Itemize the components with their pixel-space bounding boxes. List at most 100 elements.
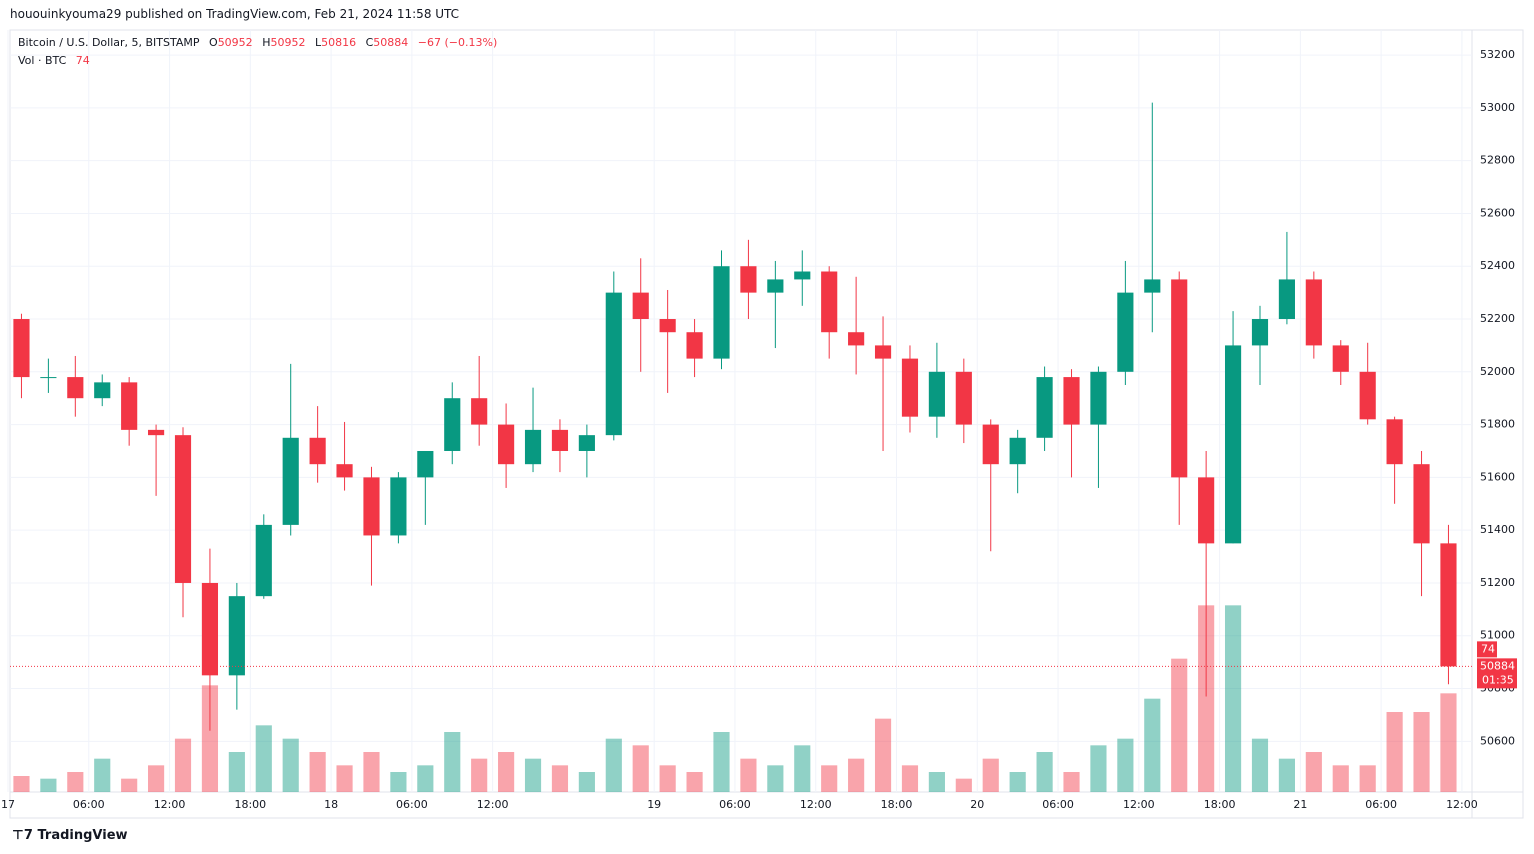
change: −67 (417, 36, 442, 49)
candle-body (1440, 543, 1457, 667)
x-tick-label: 12:00 (1123, 798, 1155, 811)
volume-bar (417, 765, 434, 792)
candle-body (632, 292, 649, 320)
volume-bar (1332, 765, 1349, 792)
candle-body (578, 435, 595, 451)
x-tick-label: 18 (324, 798, 338, 811)
volume-tag-bg (1477, 641, 1497, 658)
volume-bar (1090, 745, 1107, 792)
candle-body (121, 382, 138, 430)
volume-bar (1063, 772, 1080, 792)
y-tick-label: 51400 (1480, 523, 1515, 536)
candle-body (659, 319, 676, 333)
candle-body (390, 477, 407, 536)
y-tick-label: 50600 (1480, 734, 1515, 747)
low-value: 50816 (321, 36, 357, 49)
volume-bar (686, 772, 703, 792)
y-tick-label: 53000 (1480, 101, 1515, 114)
candle-body (1278, 279, 1295, 320)
x-tick-label: 17 (1, 798, 15, 811)
volume-layer (13, 605, 1457, 792)
candle-body (686, 332, 703, 359)
volume-bar (282, 738, 299, 792)
volume-bar (1413, 712, 1430, 792)
candle-body (40, 377, 57, 379)
volume-bar (444, 732, 461, 792)
candle-body (255, 524, 272, 597)
candle-body (1090, 371, 1107, 425)
volume-bar (1144, 698, 1161, 792)
y-tick-label: 52400 (1480, 259, 1515, 272)
candle-body (551, 429, 569, 451)
candle-body (1413, 464, 1430, 544)
x-tick-label: 18:00 (1204, 798, 1236, 811)
low-label: L (314, 36, 322, 49)
x-tick-label: 20 (970, 798, 984, 811)
x-tick-label: 06:00 (73, 798, 105, 811)
volume-bar (94, 758, 111, 792)
volume-bar (578, 772, 595, 792)
countdown: 01:35 (1482, 673, 1514, 686)
y-tick-label: 52600 (1480, 206, 1515, 219)
candle-body (1144, 279, 1161, 293)
chart-frame (9, 29, 1524, 819)
change-pct: (−0.13%) (444, 36, 498, 49)
volume-bar (713, 732, 730, 792)
candle-body (363, 477, 380, 536)
y-tick-label: 53200 (1480, 48, 1515, 61)
y-tick-label: 51800 (1480, 418, 1515, 431)
high-value: 50952 (270, 36, 306, 49)
candle-body (94, 382, 111, 399)
brand: ⊤7 TradingView (12, 828, 128, 843)
volume-bar (659, 765, 676, 792)
candle-body (740, 266, 757, 293)
volume-bar (390, 772, 407, 792)
volume-bar (848, 758, 865, 792)
price-tag: 50884 (1480, 659, 1515, 672)
candle-body (282, 437, 299, 525)
price-tag-bg (1477, 658, 1517, 689)
candle-body (524, 429, 542, 465)
y-tick-label: 52000 (1480, 365, 1515, 378)
grid (7, 30, 1472, 792)
volume-bar (524, 758, 542, 792)
y-tick-label: 52200 (1480, 312, 1515, 325)
candle-body (1063, 377, 1080, 425)
volume-bar (767, 765, 784, 792)
volume-bar (605, 738, 622, 792)
volume-tag: 74 (1481, 642, 1495, 655)
high-label: H (262, 36, 271, 49)
x-tick-label: 06:00 (719, 798, 751, 811)
candle-body (498, 424, 515, 465)
volume-bar (982, 758, 999, 792)
candle-body (1224, 345, 1242, 544)
y-tick-label: 51200 (1480, 576, 1515, 589)
candle-body (148, 429, 165, 436)
volume-bar (336, 765, 353, 792)
legend: Bitcoin / U.S. Dollar, 5, BITSTAMP O5095… (18, 34, 497, 70)
volume-bar (1251, 738, 1269, 792)
candle-body (201, 582, 219, 676)
candle-body (848, 332, 865, 346)
volume-bar (1440, 693, 1457, 792)
close-value: 50884 (373, 36, 409, 49)
x-tick-label: 21 (1293, 798, 1307, 811)
volume-bar (1359, 765, 1376, 792)
volume-bar (1117, 738, 1134, 792)
candle-body (1305, 279, 1322, 346)
candle-body (1251, 319, 1269, 346)
x-tick-label: 06:00 (396, 798, 428, 811)
volume-bar (1278, 758, 1295, 792)
volume-bar (928, 772, 945, 792)
x-tick-label: 12:00 (154, 798, 186, 811)
volume-bar (955, 778, 972, 792)
volume-bar (1171, 658, 1188, 792)
candle-body (713, 266, 730, 359)
open-value: 50952 (217, 36, 253, 49)
candle-body (1009, 437, 1026, 465)
volume-bar (740, 758, 757, 792)
candle-body (1171, 279, 1188, 478)
volume-bar (1198, 605, 1215, 792)
